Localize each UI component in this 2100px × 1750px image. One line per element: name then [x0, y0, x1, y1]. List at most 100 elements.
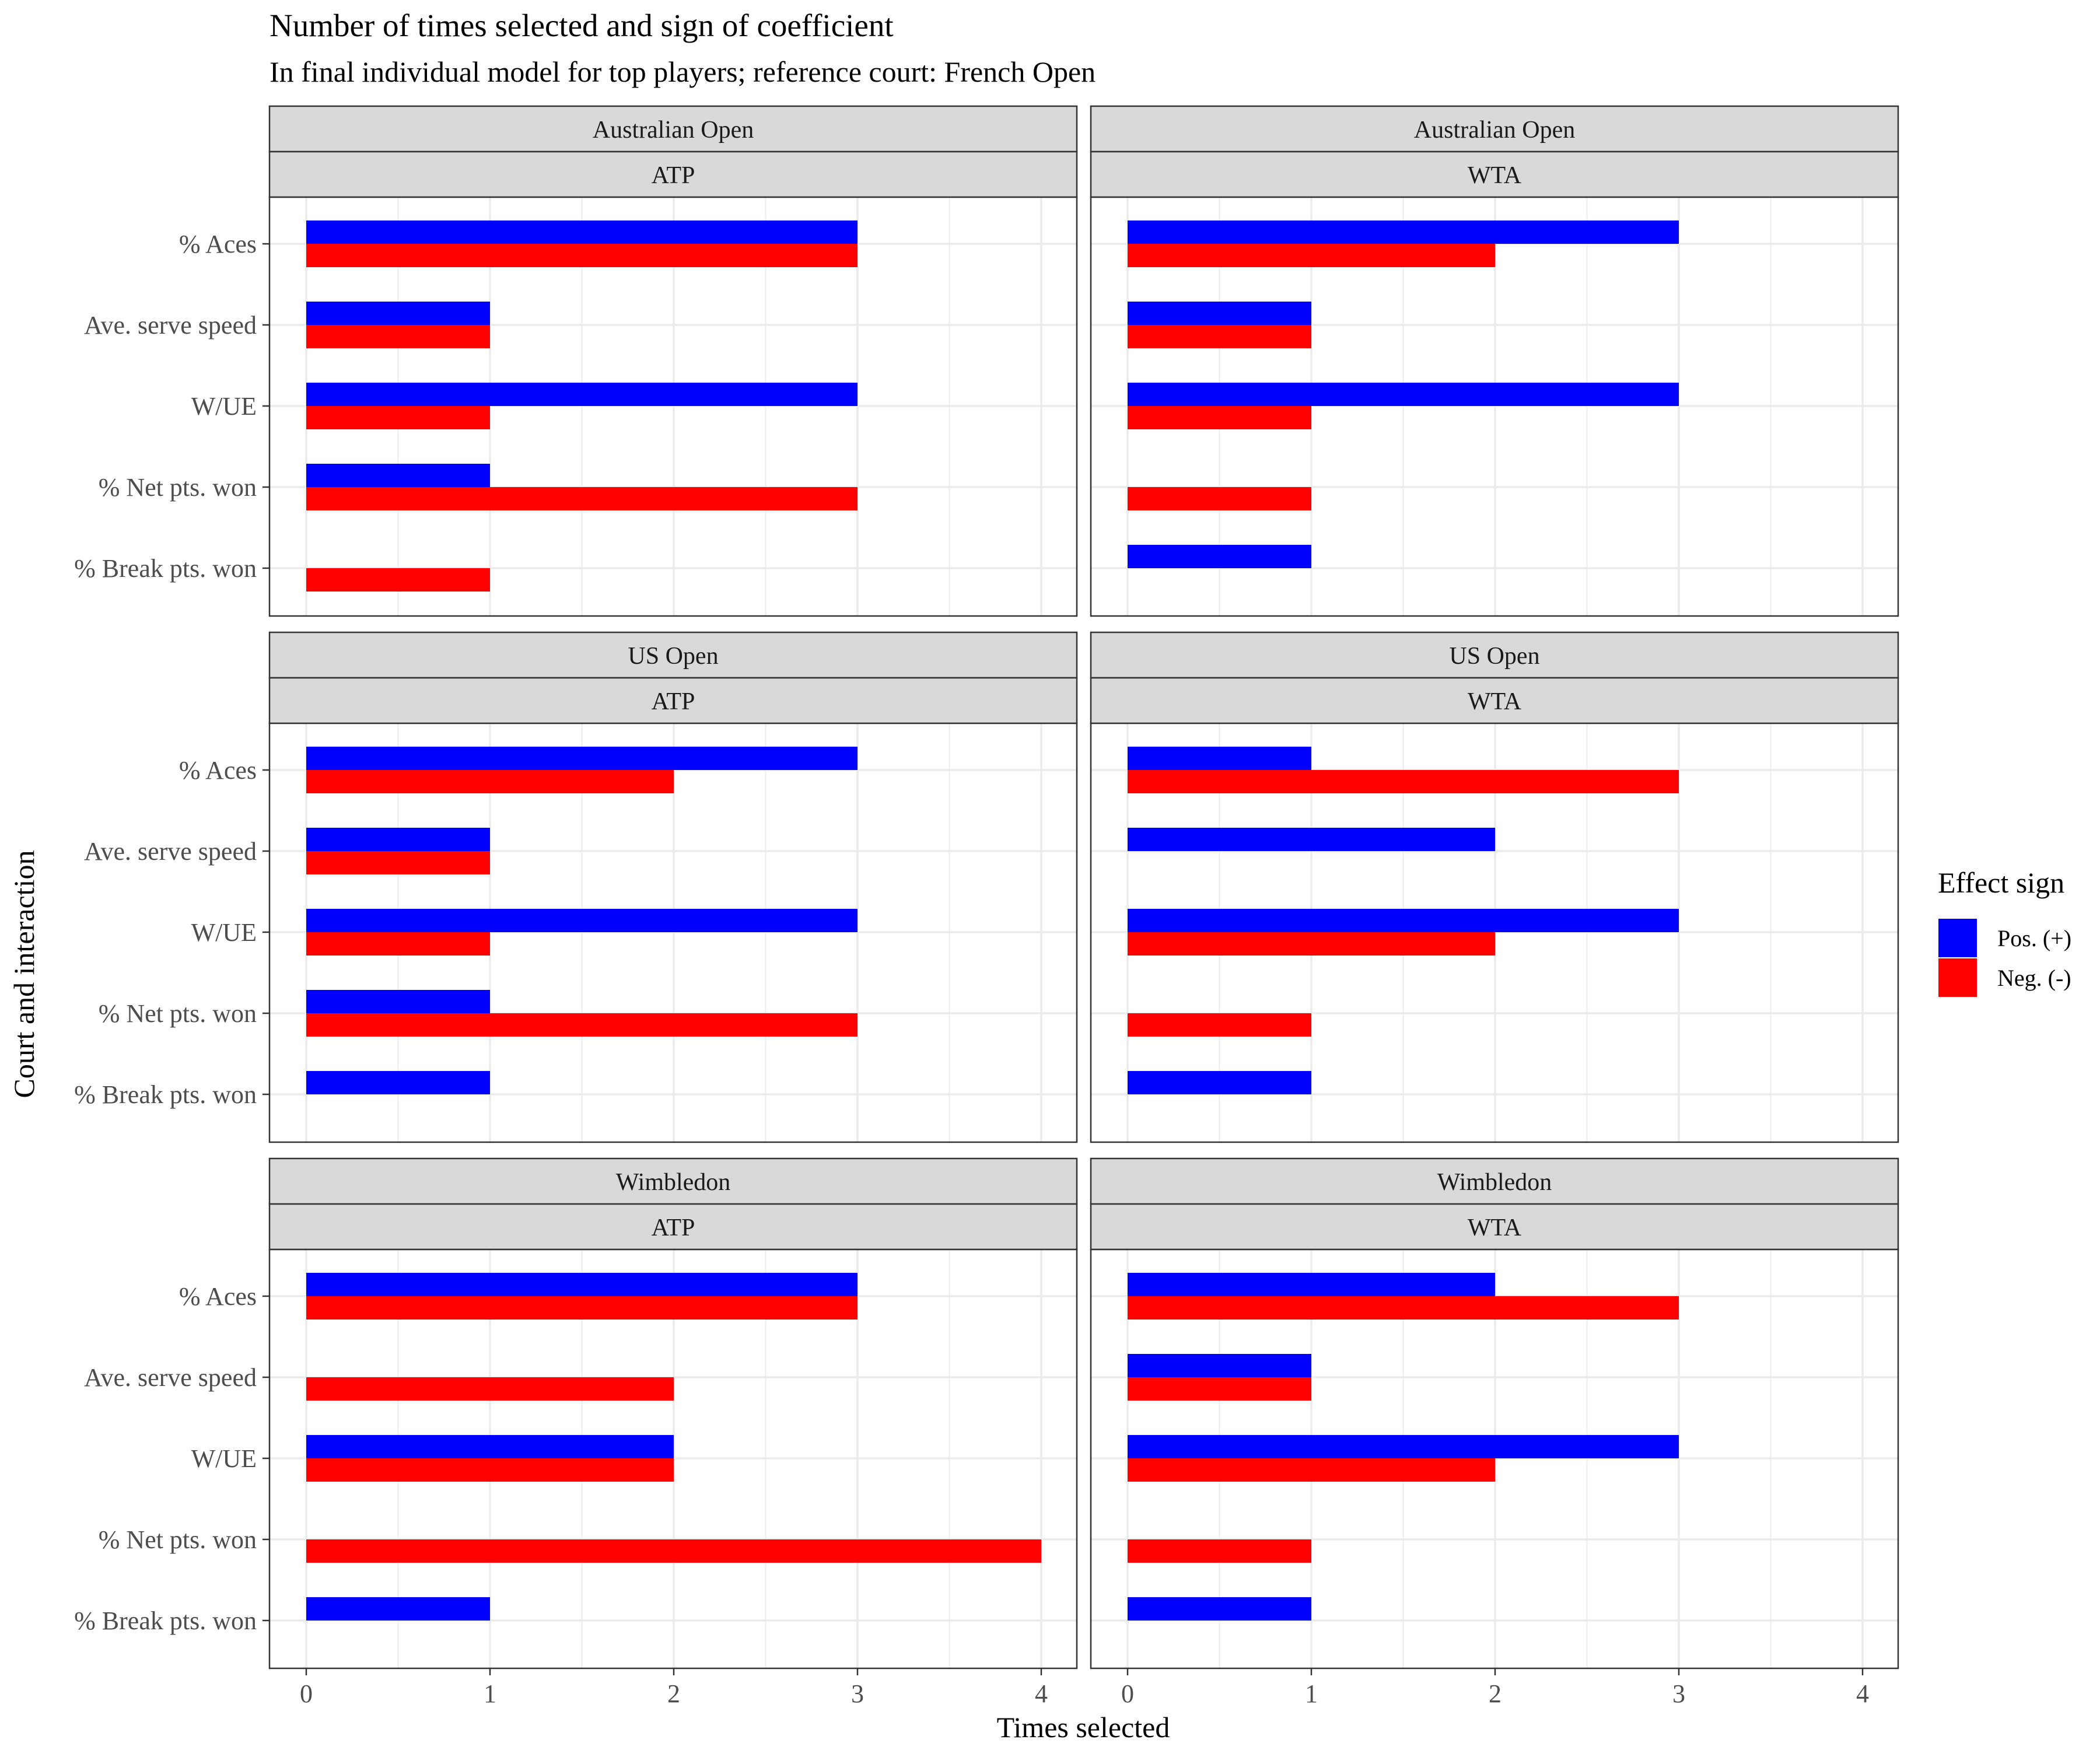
- bar-negative: [1128, 770, 1679, 793]
- y-axis-title: Court and interaction: [8, 850, 40, 1098]
- strip-court: [268, 1157, 1078, 1205]
- legend-label: Pos. (+): [1997, 925, 2071, 951]
- bar-positive: [1128, 1354, 1311, 1377]
- strip-tour: [1090, 150, 1899, 198]
- facet-panels: Australian Open ATP % Aces Ave. serve speed…: [74, 105, 1899, 1708]
- legend-label: Neg. (-): [1997, 965, 2071, 991]
- bar-positive: [1128, 747, 1311, 770]
- facet-panel-us-openwta: US Open WTA: [1090, 631, 1899, 1143]
- strip-court-label: US Open: [628, 643, 718, 670]
- x-tick-label: 1: [484, 1679, 496, 1708]
- bar-negative: [1128, 406, 1311, 429]
- x-tick-label: 0: [1121, 1679, 1134, 1708]
- bar-positive: [306, 464, 490, 487]
- bar-positive: [1128, 383, 1679, 406]
- bar-positive: [1128, 1435, 1679, 1458]
- bar-negative: [1128, 487, 1311, 510]
- y-tick-label: % Break pts. won: [74, 554, 257, 583]
- strip-tour-label: ATP: [652, 162, 695, 189]
- bar-positive: [306, 220, 858, 244]
- legend: Effect sign Pos. (+) Neg. (-): [1937, 866, 2071, 998]
- bar-positive: [1128, 545, 1311, 568]
- x-tick-label: 1: [1305, 1679, 1318, 1708]
- bar-negative: [1128, 325, 1311, 348]
- x-tick-label: 2: [1489, 1679, 1502, 1708]
- y-tick-label: % Break pts. won: [74, 1606, 257, 1635]
- legend-key-positive: [1937, 918, 1978, 958]
- bar-positive: [306, 828, 490, 851]
- bar-positive: [306, 1597, 490, 1620]
- strip-tour-label: WTA: [1468, 1214, 1522, 1241]
- strip-court-label: Wimbledon: [1437, 1169, 1552, 1196]
- bar-negative: [1128, 244, 1495, 267]
- bar-negative: [306, 1296, 858, 1320]
- strip-court: [268, 105, 1078, 153]
- bar-negative: [1128, 1013, 1311, 1037]
- bar-negative: [306, 1539, 1041, 1563]
- strip-tour: [268, 150, 1078, 198]
- bar-negative: [1128, 1377, 1311, 1401]
- bar-negative: [1128, 932, 1495, 956]
- bar-positive: [306, 1071, 490, 1094]
- x-tick-label: 0: [300, 1679, 313, 1708]
- bar-negative: [306, 932, 490, 956]
- y-tick-label: % Aces: [179, 756, 257, 785]
- bar-negative: [306, 244, 858, 267]
- strip-tour: [1090, 1203, 1899, 1251]
- bar-positive: [1128, 302, 1311, 325]
- y-tick-label: % Break pts. won: [74, 1080, 257, 1109]
- strip-court-label: Wimbledon: [616, 1169, 731, 1196]
- y-tick-label: Ave. serve speed: [84, 1363, 257, 1392]
- strip-court-label: US Open: [1449, 643, 1539, 670]
- y-tick-label: W/UE: [191, 1444, 257, 1473]
- x-tick-label: 2: [667, 1679, 680, 1708]
- strip-court: [1090, 1157, 1899, 1205]
- bar-positive: [306, 990, 490, 1013]
- facet-panel-australian-openatp: Australian Open ATP % Aces Ave. serve speed…: [74, 105, 1078, 617]
- bar-positive: [306, 302, 490, 325]
- strip-court-label: Australian Open: [1414, 117, 1575, 144]
- y-tick-label: Ave. serve speed: [84, 837, 257, 866]
- facet-panel-australian-openwta: Australian Open WTA: [1090, 105, 1899, 617]
- y-tick-label: % Net pts. won: [99, 473, 257, 502]
- bar-positive: [306, 383, 858, 406]
- y-tick-label: % Net pts. won: [99, 999, 257, 1028]
- y-tick-label: % Aces: [179, 230, 257, 258]
- bar-positive: [306, 747, 858, 770]
- bar-positive: [1128, 220, 1679, 244]
- bar-negative: [1128, 1458, 1495, 1482]
- bar-negative: [306, 487, 858, 510]
- y-tick-label: W/UE: [191, 918, 257, 947]
- bar-positive: [1128, 1597, 1311, 1620]
- strip-tour: [268, 1203, 1078, 1251]
- bar-negative: [306, 851, 490, 874]
- bar-positive: [1128, 828, 1495, 851]
- bar-negative: [306, 568, 490, 592]
- y-tick-label: % Aces: [179, 1282, 257, 1311]
- x-tick-label: 4: [1856, 1679, 1869, 1708]
- bar-negative: [1128, 1539, 1311, 1563]
- legend-title: Effect sign: [1938, 866, 2064, 899]
- strip-court: [268, 631, 1078, 679]
- bar-positive: [306, 1435, 674, 1458]
- bar-negative: [306, 406, 490, 429]
- y-tick-label: W/UE: [191, 392, 257, 421]
- bar-negative: [306, 1458, 674, 1482]
- panel-border: [1090, 196, 1899, 617]
- x-tick-label: 4: [1035, 1679, 1048, 1708]
- y-tick-label: % Net pts. won: [99, 1525, 257, 1554]
- facet-panel-wimbledonatp: Wimbledon ATP % Aces Ave. serve speed W/UE % …: [74, 1157, 1078, 1708]
- facet-panel-wimbledonwta: Wimbledon WTA 0 1 2 3 4: [1090, 1157, 1899, 1708]
- strip-tour: [268, 677, 1078, 724]
- strip-tour: [1090, 677, 1899, 724]
- bar-positive: [1128, 1273, 1495, 1296]
- bar-positive: [306, 909, 858, 932]
- strip-tour-label: ATP: [652, 688, 695, 715]
- bar-negative: [1128, 1296, 1679, 1320]
- bar-negative: [306, 1377, 674, 1401]
- chart-subtitle: In final individual model for top player…: [270, 55, 1096, 88]
- strip-court: [1090, 631, 1899, 679]
- facet-panel-us-openatp: US Open ATP % Aces Ave. serve speed W/UE % Ne…: [74, 631, 1078, 1143]
- x-axis-title: Times selected: [997, 1711, 1170, 1744]
